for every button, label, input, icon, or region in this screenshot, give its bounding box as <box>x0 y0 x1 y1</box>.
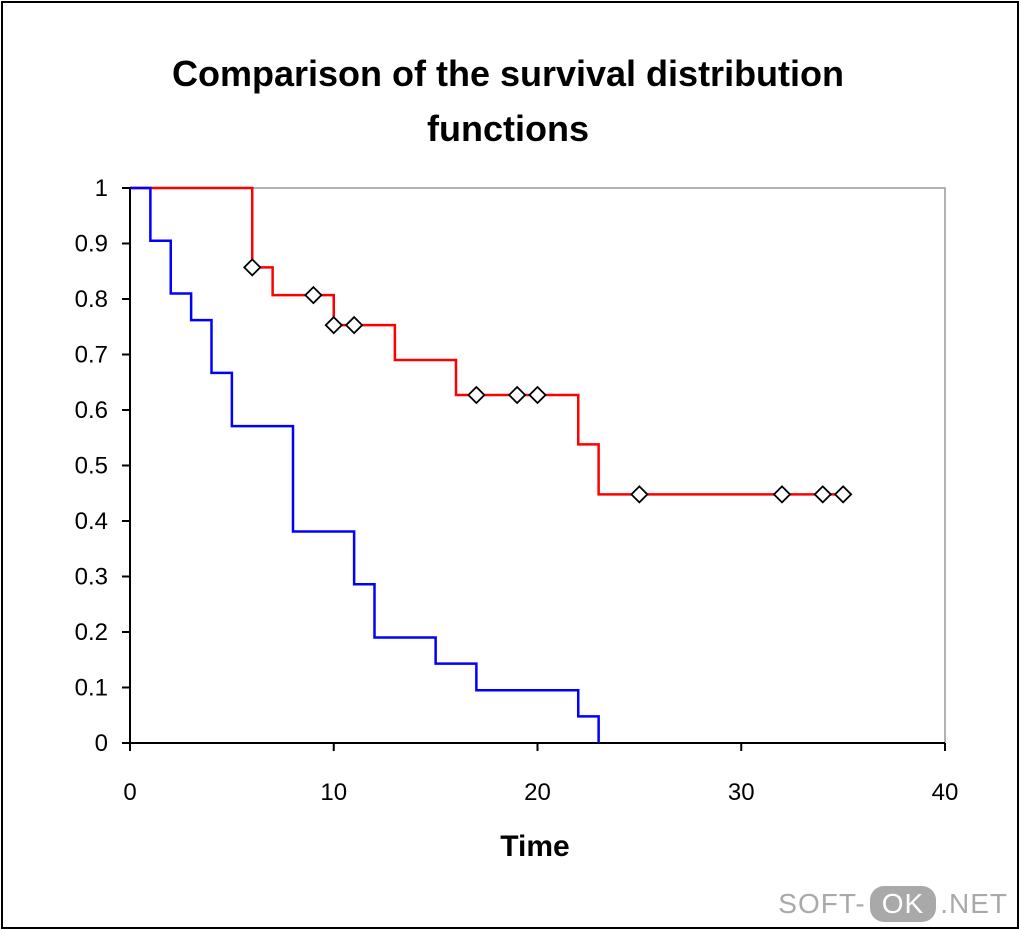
y-tick-label: 0.5 <box>75 453 108 480</box>
y-tick-label: 0.6 <box>75 397 108 424</box>
y-tick-label: 0.1 <box>75 675 108 702</box>
censor-marker <box>528 385 547 405</box>
x-tick-label: 10 <box>320 779 347 806</box>
watermark-prefix: SOFT- <box>778 888 866 919</box>
watermark: SOFT- OK .NET <box>778 886 1008 922</box>
y-tick-label: 0.2 <box>75 619 108 646</box>
chart-title-line-1: Comparison of the survival distribution <box>172 53 844 94</box>
censor-marker <box>813 485 833 504</box>
y-tick-label: 0.4 <box>75 508 108 535</box>
censor-marker <box>772 485 792 504</box>
censor-marker <box>344 315 364 335</box>
series-line-group-2 <box>130 186 600 743</box>
x-axis-label: Time <box>500 830 569 863</box>
chart-title-line-2: functions <box>427 108 589 149</box>
watermark-badge: OK <box>869 886 937 922</box>
x-tick-label: 0 <box>123 779 136 806</box>
y-tick-label: 0 <box>95 730 108 757</box>
x-tick-label: 30 <box>728 779 755 806</box>
y-tick-label: 1 <box>95 175 108 202</box>
x-tick-label: 40 <box>932 779 959 806</box>
censor-marker <box>242 258 262 277</box>
censor-marker <box>304 285 323 305</box>
censor-marker <box>630 485 649 504</box>
y-tick-label: 0.9 <box>75 231 108 258</box>
series-line-group-1 <box>130 186 844 496</box>
y-tick-label: 0.3 <box>75 564 108 591</box>
censor-marker <box>833 485 853 504</box>
watermark-suffix: .NET <box>940 888 1008 919</box>
x-tick-label: 20 <box>524 779 551 806</box>
censor-marker <box>507 385 527 405</box>
y-tick-label: 0.7 <box>75 342 108 369</box>
censor-marker-layer <box>242 258 853 504</box>
axes: 00.10.20.30.40.50.60.70.80.910 10 20 30 40 <box>75 175 959 806</box>
censor-marker <box>467 385 486 405</box>
y-tick-label: 0.8 <box>75 286 108 313</box>
series-layer <box>130 186 844 743</box>
censor-marker <box>324 315 344 335</box>
